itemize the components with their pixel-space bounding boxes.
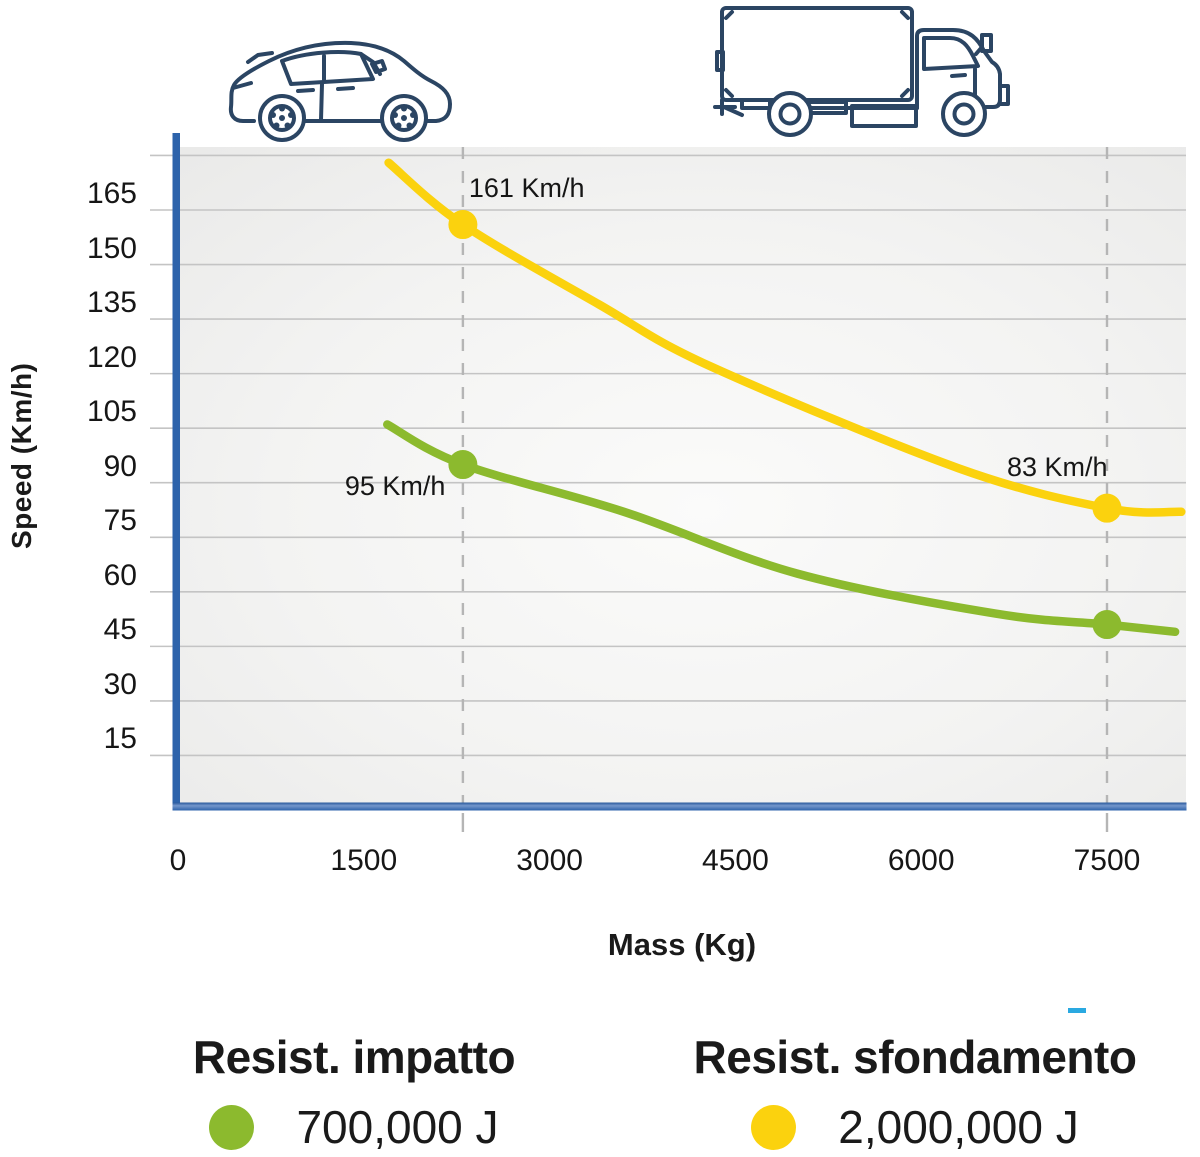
y-axis-line [172,133,180,810]
data-point-marker [448,210,478,240]
data-point-marker [1092,493,1122,523]
legend-impatto-dot [209,1104,255,1150]
y-tick-label: 105 [86,395,137,429]
y-tick-label: 15 [103,722,137,756]
annotation-161-kmh: 161 Km/h [468,172,585,203]
legend-impatto-title: Resist. impatto [192,1031,516,1083]
y-tick-label: 90 [103,449,137,483]
y-tick-label: 45 [103,613,137,647]
x-tick-label: 6000 [887,844,955,877]
x-tick-label: 0 [169,844,187,877]
data-point-marker [448,450,478,480]
legend-sfondamento-title: Resist. sfondamento [693,1031,1137,1083]
truck-icon [712,2,1012,137]
legend-impatto: Resist. impatto 700,000 J [168,1030,540,1154]
accent-dash [1068,1008,1086,1013]
plot-background [180,147,1186,805]
annotation-83-kmh: 83 Km/h [1007,452,1108,483]
y-axis-title: Speed (Km/h) [6,362,37,550]
data-point-marker [1092,610,1122,640]
legend-impatto-value: 700,000 J [296,1101,499,1153]
y-tick-label: 135 [86,286,137,320]
x-axis-line [172,802,1187,811]
x-tick-label: 1500 [330,844,398,877]
y-tick-label: 30 [103,667,137,701]
car-icon [220,28,462,142]
x-tick-label: 4500 [702,844,769,877]
y-tick-label: 150 [86,231,137,265]
y-tick-label: 60 [103,558,137,592]
legend-sfondamento-value: 2,000,000 J [838,1101,1079,1153]
speed-vs-mass-chart [150,133,1187,832]
legend-sfondamento: Resist. sfondamento 2,000,000 J [660,1030,1170,1154]
y-tick-label: 120 [86,340,137,374]
legend-sfondamento-dot [751,1104,797,1150]
x-axis-title: Mass (Kg) [607,927,757,962]
annotation-95-kmh: 95 Km/h [344,470,446,501]
x-tick-label: 3000 [516,844,583,877]
y-tick-label: 165 [86,177,137,210]
y-tick-label: 75 [103,504,137,538]
x-tick-label: 7500 [1073,844,1141,877]
